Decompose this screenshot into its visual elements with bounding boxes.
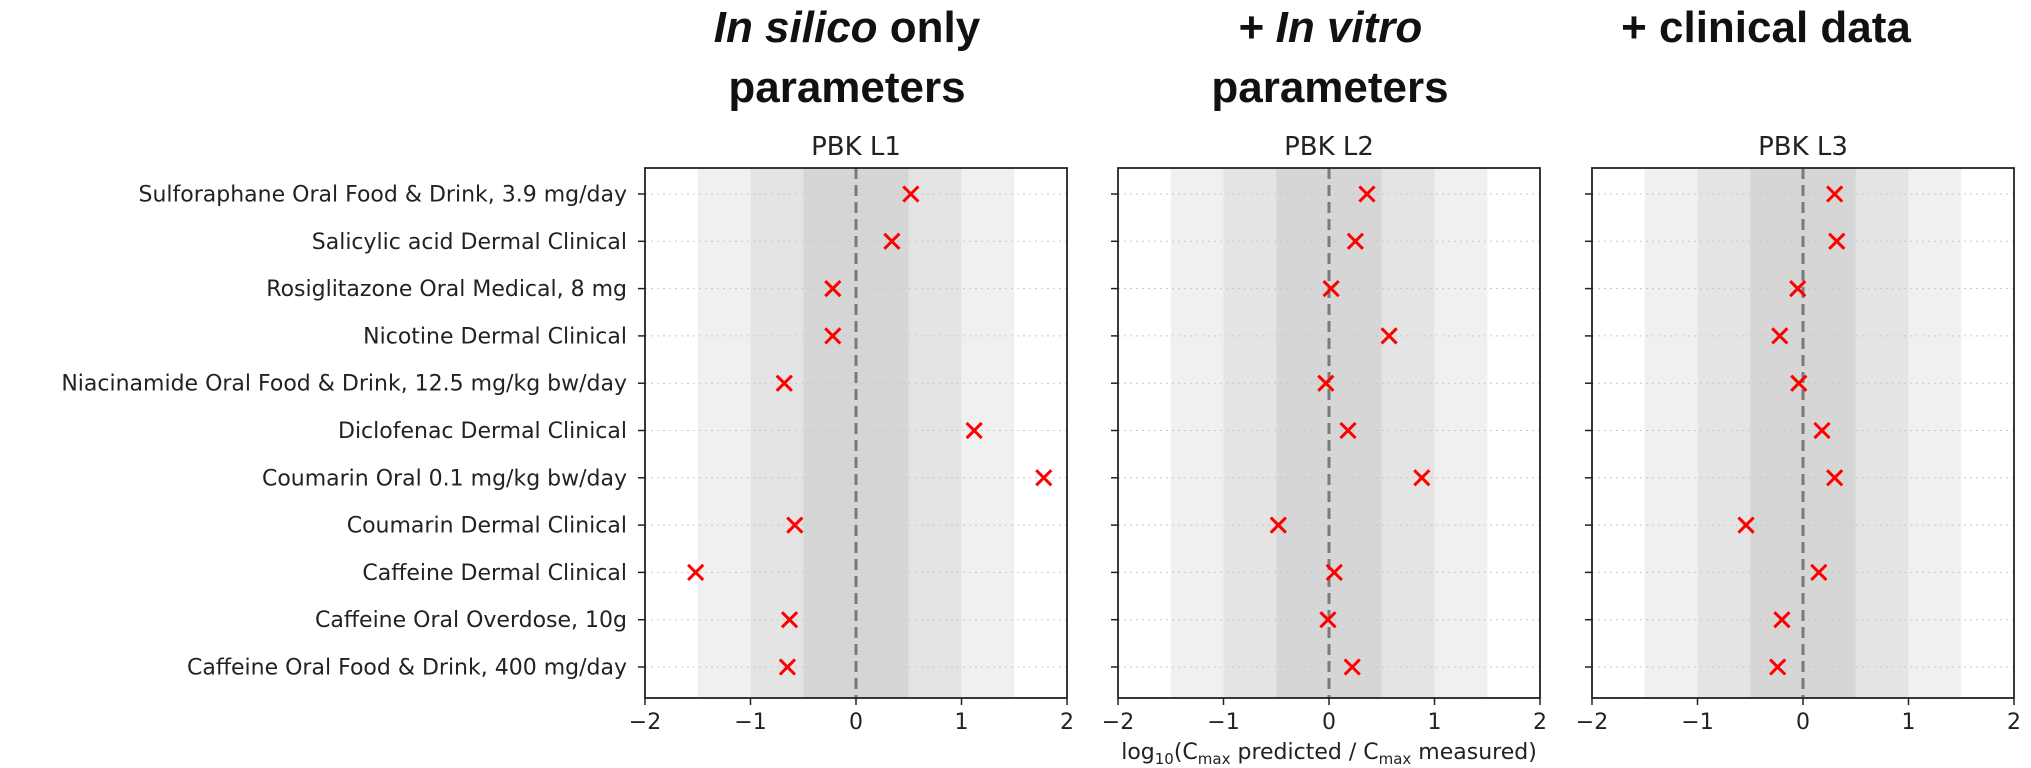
data-point — [965, 421, 983, 440]
y-tick-label: Coumarin Dermal Clinical — [347, 514, 627, 539]
data-point — [1346, 232, 1365, 250]
header-line-1: + In vitro — [1130, 0, 1530, 58]
data-point — [786, 516, 804, 534]
y-tick-label: Diclofenac Dermal Clinical — [338, 419, 627, 444]
data-point — [1380, 327, 1398, 345]
data-point — [1790, 374, 1808, 392]
x-axis-label-subscript: max — [1379, 750, 1412, 768]
panel-1: −2 −1 0 1 2 PBK L1 — [629, 132, 1074, 735]
header-line-2: parameters — [1211, 63, 1449, 112]
data-point — [1813, 421, 1831, 440]
x-tick-label: 1 — [1428, 710, 1442, 735]
data-point — [1828, 232, 1846, 250]
data-point — [1771, 327, 1789, 345]
x-axis-label-text: measured) — [1411, 740, 1537, 765]
data-point — [778, 658, 797, 676]
x-tick-label: 2 — [2007, 710, 2021, 735]
x-tick-label: −2 — [1576, 710, 1608, 735]
header-italic: In silico — [713, 3, 878, 52]
x-tick-label: −2 — [1102, 710, 1134, 735]
header-line-1: + clinical data — [1566, 0, 1966, 58]
header-rest: only — [877, 3, 981, 52]
x-axis-label-text: (C — [1174, 740, 1198, 765]
panel-title: PBK L3 — [1758, 132, 1848, 162]
x-axis-label-subscript: 10 — [1155, 750, 1174, 768]
panel-title: PBK L1 — [811, 132, 901, 162]
x-tick-label: 0 — [849, 710, 863, 735]
x-axis-label: log10(Cmax predicted / Cmax measured) — [1121, 740, 1537, 768]
x-tick-label: −1 — [1681, 710, 1713, 735]
data-point — [1737, 516, 1755, 534]
y-tick-label: Nicotine Dermal Clinical — [363, 324, 627, 349]
x-tick-label: 1 — [1902, 710, 1916, 735]
y-tick-label: Niacinamide Oral Food & Drink, 12.5 mg/k… — [61, 372, 627, 397]
y-tick-label: Salicylic acid Dermal Clinical — [312, 230, 627, 255]
x-tick-label: 0 — [1796, 710, 1810, 735]
data-point — [1319, 611, 1337, 629]
data-point — [824, 279, 842, 298]
data-point — [1269, 516, 1287, 534]
x-tick-label: 2 — [1533, 710, 1547, 735]
data-point — [1035, 469, 1053, 487]
y-tick-label: Caffeine Oral Food & Drink, 400 mg/day — [187, 656, 627, 681]
y-tick-label: Coumarin Oral 0.1 mg/kg bw/day — [262, 466, 627, 491]
y-tick-label: Rosiglitazone Oral Medical, 8 mg — [266, 277, 627, 302]
x-axis-label-text: log — [1121, 740, 1155, 765]
data-point — [1413, 469, 1431, 487]
data-point — [1339, 421, 1357, 440]
x-tick-label: −2 — [629, 710, 661, 735]
panel-header-in-vitro: + In vitro parameters — [1130, 0, 1530, 118]
y-tick-label: Sulforaphane Oral Food & Drink, 3.9 mg/d… — [139, 183, 627, 208]
data-point — [1826, 469, 1844, 487]
data-point — [1769, 658, 1787, 676]
data-point — [1343, 658, 1361, 676]
y-tick-label: Caffeine Oral Overdose, 10g — [315, 608, 627, 633]
header-rest: + clinical data — [1621, 3, 1911, 52]
x-tick-label: −1 — [1207, 710, 1239, 735]
panel-header-in-silico: In silico only parameters — [647, 0, 1047, 118]
panel-header-clinical: + clinical data — [1566, 0, 1966, 58]
data-point — [1325, 563, 1343, 582]
data-point — [1826, 185, 1844, 203]
data-point — [1358, 185, 1376, 203]
data-point — [1810, 563, 1828, 582]
panel-2: −2 −1 0 1 2 PBK L2 — [1102, 132, 1547, 735]
x-tick-label: −1 — [734, 710, 766, 735]
data-point — [1322, 279, 1340, 298]
data-point — [780, 611, 799, 629]
data-point — [775, 374, 793, 392]
data-point — [1317, 374, 1335, 392]
x-axis-label-subscript: max — [1198, 750, 1231, 768]
data-point — [1789, 279, 1807, 298]
data-point — [883, 232, 901, 250]
x-tick-label: 2 — [1060, 710, 1074, 735]
data-point — [687, 563, 705, 582]
x-tick-label: 0 — [1322, 710, 1336, 735]
panel-3: −2 −1 0 1 2 PBK L3 — [1576, 132, 2021, 735]
data-point — [1773, 611, 1791, 629]
data-point — [824, 327, 842, 345]
header-line-2: parameters — [728, 63, 966, 112]
data-point — [902, 185, 920, 203]
panel-title: PBK L2 — [1284, 132, 1374, 162]
header-line-1: In silico only — [647, 0, 1047, 58]
y-tick-label: Caffeine Dermal Clinical — [362, 561, 627, 586]
x-tick-label: 1 — [955, 710, 969, 735]
header-italic: + In vitro — [1237, 3, 1423, 52]
x-axis-label-text: predicted / C — [1230, 740, 1378, 765]
